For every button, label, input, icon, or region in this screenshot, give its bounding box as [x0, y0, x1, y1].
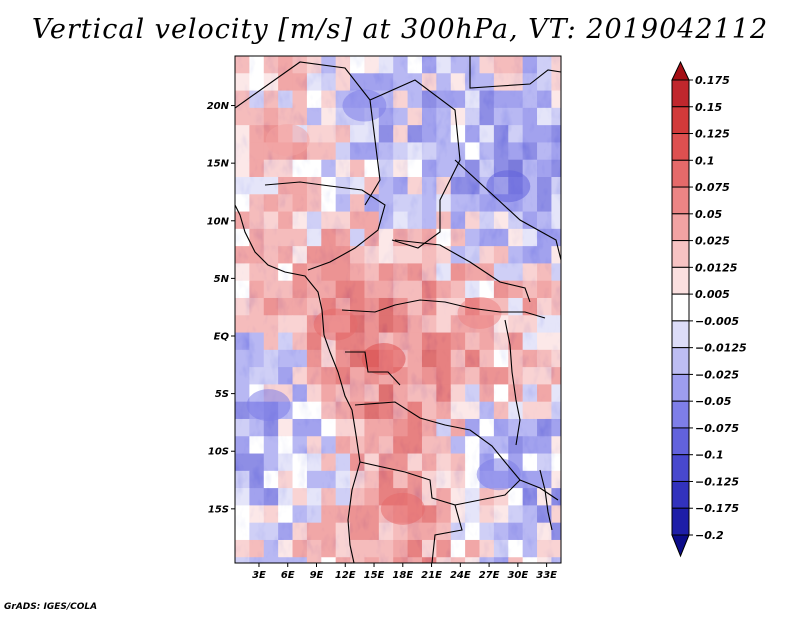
colorbar-swatch	[671, 159, 690, 188]
border-gabon	[345, 351, 401, 386]
colorbar-swatch	[671, 400, 690, 429]
border-drc-south	[354, 401, 521, 481]
colorbar-swatch	[671, 293, 690, 322]
colorbar-label: −0.125	[695, 475, 739, 488]
colorbar-swatch	[671, 507, 690, 536]
x-tick-label: 18E	[392, 570, 413, 581]
colorbar-label: −0.025	[695, 368, 739, 381]
colorbar-label: −0.0125	[695, 342, 747, 355]
border-sahara	[235, 61, 381, 206]
colorbar-label: 0.05	[695, 208, 722, 221]
colorbar-label: 0.0125	[695, 261, 738, 274]
colorbar-label: 0.15	[695, 101, 722, 114]
x-tick-label: 9E	[310, 570, 324, 581]
y-tick-label: 15N	[207, 159, 230, 170]
field-region	[313, 308, 358, 341]
colorbar-swatch	[671, 266, 690, 295]
coastline-northeast	[469, 56, 561, 89]
colorbar-label: 0.1	[695, 154, 715, 167]
border-car	[394, 239, 531, 303]
border-zambia	[454, 479, 559, 506]
colorbar-label: −0.005	[695, 315, 739, 328]
y-tick-label: 5S	[215, 389, 229, 400]
colorbar-swatch	[671, 106, 690, 135]
coastline-west	[235, 204, 361, 563]
map-frame	[234, 55, 562, 564]
y-tick-label: 15S	[208, 504, 229, 515]
colorbar-swatch	[671, 79, 690, 108]
colorbar-swatch	[671, 347, 690, 375]
colorbar: 0.175 0.15 0.125 0.1 0.075 0.05 0.025 0.0125 0.0…	[671, 60, 747, 558]
x-tick-label: 33E	[536, 570, 557, 581]
field-region	[246, 389, 291, 422]
colorbar-label: 0.025	[695, 235, 730, 248]
colorbar-label: 0.125	[695, 128, 730, 141]
field-region	[361, 343, 406, 376]
y-tick-label: 10N	[207, 216, 230, 227]
field-region	[476, 458, 521, 491]
field-region	[380, 492, 425, 525]
border-angola	[359, 461, 463, 563]
colorbar-swatch	[671, 213, 690, 242]
colorbar-label: 0.075	[695, 181, 730, 194]
y-tick-label: 10S	[208, 447, 229, 458]
border-sudan	[454, 159, 561, 261]
lake-malawi	[539, 469, 553, 531]
colorbar-label: −0.075	[695, 422, 739, 435]
y-tick-label: 5N	[214, 274, 230, 285]
colorbar-label: −0.2	[695, 529, 724, 542]
colorbar-swatch	[671, 454, 690, 482]
x-tick-label: 30E	[507, 570, 528, 581]
y-axis: 20N 15N 10N 5N EQ 5S 10S 15S	[207, 101, 235, 515]
x-tick-label: 15E	[364, 570, 385, 581]
border-chad	[369, 79, 461, 249]
colorbar-label: −0.175	[695, 502, 739, 515]
colorbar-label: 0.175	[695, 74, 730, 87]
x-tick-label: 6E	[281, 570, 295, 581]
colorbar-bottom-triangle	[671, 534, 690, 558]
x-tick-label: 3E	[252, 570, 266, 581]
y-tick-label: EQ	[214, 332, 230, 343]
x-tick-label: 24E	[450, 570, 471, 581]
colorbar-swatch	[671, 320, 690, 349]
field-region	[342, 89, 387, 122]
x-tick-label: 21E	[421, 570, 442, 581]
x-axis: 3E 6E 9E 12E 15E 18E 21E 24E 27E 30E 33E	[252, 563, 557, 581]
lake-east	[504, 319, 521, 446]
colorbar-label: 0.005	[695, 288, 730, 301]
grads-credit: GrADS: IGES/COLA	[4, 602, 98, 612]
chart-title: Vertical velocity [m/s] at 300hPa, VT: 2…	[31, 14, 769, 45]
country-borders	[235, 56, 561, 563]
y-tick-label: 20N	[207, 101, 230, 112]
colorbar-swatch	[671, 480, 690, 509]
x-tick-label: 12E	[335, 570, 356, 581]
field-region	[486, 170, 531, 203]
colorbar-label: −0.1	[695, 449, 724, 462]
field-region	[457, 296, 502, 329]
field-regions	[246, 89, 531, 525]
field-region	[265, 124, 310, 157]
border-nigeria	[264, 181, 386, 271]
colorbar-label: −0.05	[695, 395, 732, 408]
colorbar-swatch	[671, 240, 690, 268]
colorbar-swatch	[671, 427, 690, 456]
colorbar-swatch	[671, 133, 690, 161]
border-congo	[341, 299, 546, 319]
colorbar-swatch	[671, 186, 690, 215]
x-tick-label: 27E	[479, 570, 500, 581]
colorbar-swatch	[671, 373, 690, 402]
colorbar-top-triangle	[671, 60, 690, 81]
map-area	[235, 56, 561, 563]
